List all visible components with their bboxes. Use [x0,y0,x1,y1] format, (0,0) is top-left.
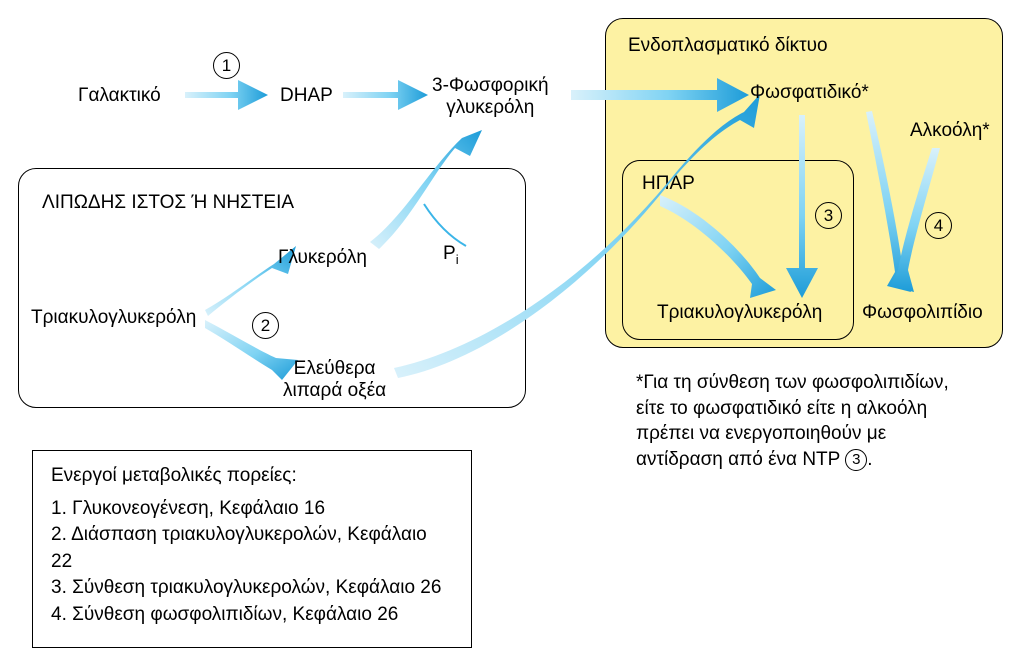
step-3: 3 [815,202,842,229]
adipose-title: ΛΙΠΩΔΗΣ ΙΣΤΟΣ Ή ΝΗΣΤΕΙΑ [42,192,294,214]
legend-box: Ενεργοί μεταβολικές πορείες: 1. Γλυκονεο… [32,450,472,648]
footnote-l4b: . [867,449,872,470]
footnote-step-3: 3 [845,449,867,471]
arrow-galactiko-dhap [185,80,268,110]
legend-item-3: 3. Σύνθεση τριακυλογλυκερολών, Κεφάλαιο … [51,575,453,602]
node-glyc3p: 3-Φωσφορική γλυκερόλη [432,75,549,119]
node-phospholipid: Φωσφολιπίδιο [862,302,983,324]
legend-item-2: 2. Διάσπαση τριακυλογλυκερολών, Κεφάλαιο… [51,522,453,575]
node-triacyl-left: Τριακυλογλυκερόλη [31,307,196,329]
footnote: *Για τη σύνθεση των φωσφολιπιδίων, είτε … [636,370,996,473]
node-glyc3p-l1: 3-Φωσφορική [432,75,549,96]
arrow-dhap-glyc3p [343,80,428,110]
node-ffa: Ελεύθερα λιπαρά οξέα [283,358,386,402]
node-alkooli: Αλκοόλη* [910,120,990,142]
node-ffa-l2: λιπαρά οξέα [283,380,386,401]
metabolic-pathway-diagram: Ενδοπλασματικό δίκτυο ΗΠΑΡ ΛΙΠΩΔΗΣ ΙΣΤΟΣ… [0,0,1023,633]
node-ffa-l1: Ελεύθερα [294,358,376,379]
node-galactiko: Γαλακτικό [78,85,161,107]
node-pi-sub: i [456,252,459,267]
legend-item-1: 1. Γλυκονεογένεση, Κεφάλαιο 16 [51,496,453,523]
node-triacyl-right: Τριακυλογλυκερόλη [657,302,822,324]
er-title: Ενδοπλασματικό δίκτυο [628,35,828,57]
legend-title: Ενεργοί μεταβολικές πορείες: [51,463,453,490]
node-glykeroli: Γλυκερόλη [278,247,367,269]
step-1: 1 [213,52,240,79]
node-pi-p: P [443,243,456,264]
footnote-l2: είτε το φωσφατιδικό είτε η αλκοόλη [636,398,927,419]
node-glyc3p-l2: γλυκερόλη [446,97,534,118]
footnote-l4a: αντίδραση από ένα NTP [636,449,845,470]
node-pi: Pi [443,243,459,268]
step-4: 4 [925,212,952,239]
legend-item-4: 4. Σύνθεση φωσφολιπιδίων, Κεφάλαιο 26 [51,602,453,629]
footnote-l3: πρέπει να ενεργοποιηθούν με [636,423,886,444]
node-phosphatidiko: Φωσφατιδικό* [750,82,869,104]
step-2: 2 [252,312,279,339]
liver-title: ΗΠΑΡ [642,173,695,195]
node-dhap: DHAP [280,85,333,107]
footnote-l1: *Για τη σύνθεση των φωσφολιπιδίων, [636,372,949,393]
